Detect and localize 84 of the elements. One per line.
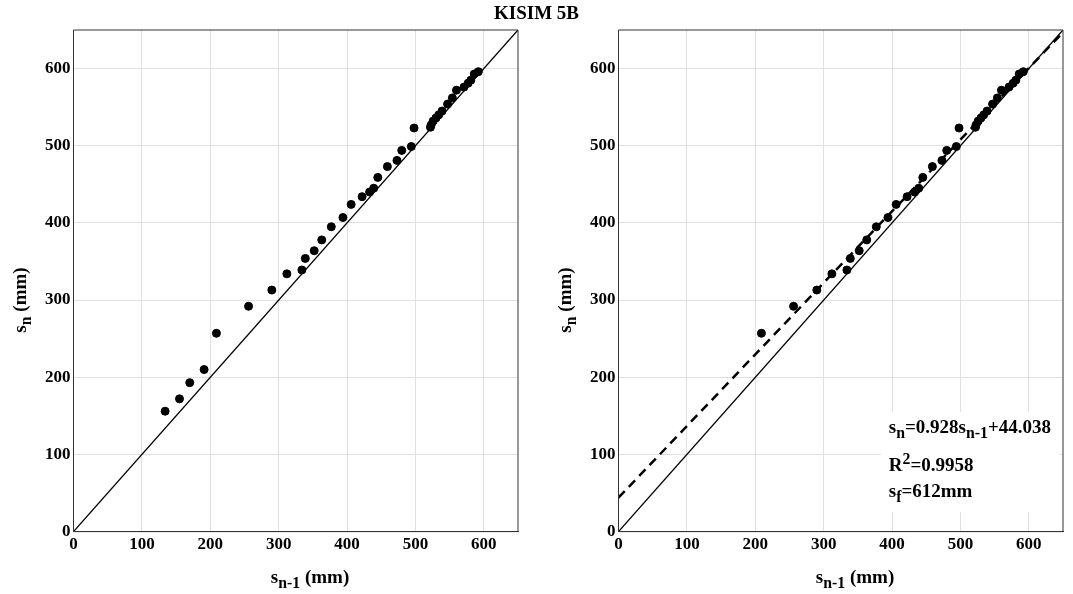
point — [392, 155, 402, 165]
point — [185, 378, 195, 388]
point — [954, 123, 964, 133]
y-tick-label: 200 — [45, 366, 71, 386]
point — [369, 183, 379, 193]
y-tick-label: 600 — [45, 57, 71, 77]
annotation: R$^{2}$=0.9958 — [888, 448, 975, 478]
y-tick-label: 300 — [590, 289, 616, 309]
y-tick-label: 100 — [590, 443, 616, 463]
point — [297, 265, 307, 275]
y-tick-label: 0 — [607, 520, 616, 540]
x-axis-title: s$_{n-1}$ (mm) — [814, 566, 896, 592]
point — [992, 93, 1002, 103]
x-axis-title: s$_{n-1}$ (mm) — [269, 566, 351, 592]
point — [317, 235, 327, 245]
x-tick-label: 600 — [1016, 534, 1042, 554]
point — [827, 269, 837, 279]
x-tick-label: 500 — [947, 534, 974, 554]
point — [891, 199, 901, 209]
y-tick-label: 600 — [590, 57, 616, 77]
y-tick-label: 500 — [590, 135, 616, 155]
point — [160, 406, 170, 416]
point — [927, 162, 937, 172]
point — [447, 93, 457, 103]
point — [300, 253, 310, 263]
annotation: s$_{n}$=0.928s$_{n-1}$+44.038 — [888, 415, 1051, 443]
x-tick-label: 400 — [879, 534, 905, 554]
point — [812, 285, 822, 295]
point — [756, 328, 766, 338]
point — [406, 142, 416, 152]
point — [842, 265, 852, 275]
point — [437, 106, 447, 116]
point — [854, 246, 864, 256]
x-tick-label: 200 — [197, 534, 224, 554]
x-tick-label: 300 — [810, 534, 837, 554]
chart-title: KISIM 5B — [493, 2, 580, 24]
x-tick-label: 600 — [471, 534, 497, 554]
point — [918, 172, 928, 182]
point — [338, 213, 348, 223]
point — [883, 213, 893, 223]
x-tick-label: 300 — [265, 534, 292, 554]
point — [1018, 67, 1028, 77]
point — [397, 145, 407, 155]
y-tick-label: 500 — [45, 135, 71, 155]
point — [409, 123, 419, 133]
point — [451, 85, 461, 95]
point — [309, 246, 319, 256]
y-tick-label: 0 — [62, 520, 71, 540]
y-tick-label: 400 — [45, 212, 71, 232]
point — [845, 253, 855, 263]
point — [357, 192, 367, 202]
point — [346, 199, 356, 209]
x-tick-label: 200 — [742, 534, 769, 554]
x-tick-label: 500 — [402, 534, 429, 554]
y-tick-label: 200 — [590, 366, 616, 386]
point — [902, 192, 912, 202]
point — [473, 67, 483, 77]
point — [862, 235, 872, 245]
y-tick-label: 100 — [45, 443, 71, 463]
point — [244, 301, 254, 311]
point — [789, 301, 799, 311]
x-tick-label: 400 — [334, 534, 360, 554]
point — [937, 155, 947, 165]
point — [942, 145, 952, 155]
y-tick-label: 400 — [590, 212, 616, 232]
y-tick-label: 300 — [45, 289, 71, 309]
point — [951, 142, 961, 152]
point — [988, 99, 998, 109]
point — [175, 394, 184, 404]
point — [373, 172, 383, 182]
x-tick-label: 100 — [674, 534, 700, 554]
point — [871, 222, 881, 232]
point — [211, 328, 221, 338]
point — [282, 269, 292, 279]
point — [443, 99, 453, 109]
point — [982, 106, 992, 116]
point — [996, 85, 1006, 95]
annotation: s$_{f}$=612mm — [888, 479, 974, 507]
point — [914, 183, 924, 193]
point — [199, 365, 209, 375]
point — [382, 162, 392, 172]
point — [326, 222, 336, 232]
point — [267, 285, 277, 295]
x-tick-label: 100 — [129, 534, 155, 554]
